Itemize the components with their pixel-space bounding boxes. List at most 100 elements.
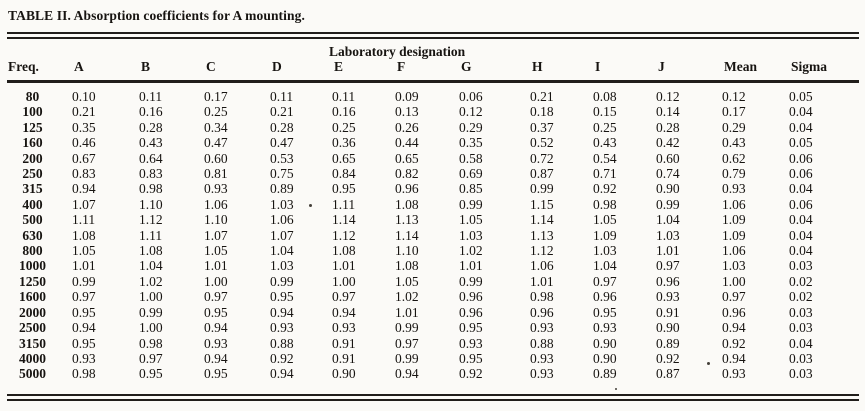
cell-4000-a: 0.93 — [72, 350, 96, 366]
cell-800-h: 1.12 — [530, 243, 554, 259]
cell-1600-i: 0.96 — [593, 289, 617, 305]
cell-400-c: 1.06 — [204, 196, 228, 212]
cell-5000-j: 0.87 — [656, 366, 680, 382]
group-header-spacer-right — [722, 39, 859, 59]
cell-630-sigma: 0.04 — [789, 227, 813, 243]
cell-80-d: 0.11 — [270, 89, 294, 104]
cell-400-g: 0.99 — [459, 196, 483, 212]
cell-160-f: 0.44 — [395, 135, 419, 151]
cell-200-freq: 200 — [22, 150, 43, 166]
cell-160-d: 0.47 — [270, 135, 294, 151]
cell-5000-e: 0.90 — [332, 366, 356, 382]
cell-1250-h: 1.01 — [530, 273, 554, 289]
cell-630-c: 1.07 — [204, 227, 228, 243]
cell-1250-c: 1.00 — [204, 273, 228, 289]
cell-500-f: 1.13 — [395, 212, 419, 228]
cell-4000-f: 0.99 — [395, 350, 419, 366]
cell-250-sigma: 0.06 — [789, 166, 813, 182]
cell-3150-freq: 3150 — [19, 335, 46, 351]
cell-4000-h: 0.93 — [530, 350, 554, 366]
cell-2500-g: 0.95 — [459, 320, 483, 336]
cell-3150-a: 0.95 — [72, 335, 96, 351]
cell-4000-j: 0.92 — [656, 350, 680, 366]
cell-3150-b: 0.98 — [139, 335, 163, 351]
cell-2500-freq: 2500 — [19, 320, 46, 336]
table-row-100: 100 0.21 0.16 0.25 0.21 0.16 0.13 0.12 0.18 0.15 0… — [7, 104, 859, 119]
cell-1600-c: 0.97 — [204, 289, 228, 305]
cell-3150-i: 0.90 — [593, 335, 617, 351]
cell-250-h: 0.87 — [530, 166, 554, 182]
cell-80-freq: 80 — [25, 89, 40, 104]
cell-1000-i: 1.04 — [593, 258, 617, 274]
cell-100-g: 0.12 — [459, 104, 483, 120]
cell-250-b: 0.83 — [139, 166, 163, 182]
cell-3150-c: 0.93 — [204, 335, 228, 351]
cell-80-c: 0.17 — [204, 89, 228, 104]
cell-4000-g: 0.95 — [459, 350, 483, 366]
cell-100-freq: 100 — [22, 104, 43, 120]
cell-1250-g: 0.99 — [459, 273, 483, 289]
cell-125-f: 0.26 — [395, 119, 419, 135]
cell-1600-f: 1.02 — [395, 289, 419, 305]
cell-160-e: 0.36 — [332, 135, 356, 151]
cell-400-freq: 400 — [22, 196, 43, 212]
cell-315-d: 0.89 — [270, 181, 294, 197]
cell-1600-d: 0.95 — [270, 289, 294, 305]
cell-630-g: 1.03 — [459, 227, 483, 243]
cell-500-d: 1.06 — [270, 212, 294, 228]
table-row-5000: 5000 0.98 0.95 0.95 0.94 0.90 0.94 0.92 0.93 0.89… — [7, 366, 859, 388]
cell-2000-freq: 2000 — [19, 304, 46, 320]
table-row-4000: 4000 0.93 0.97 0.94 0.92 0.91 0.99 0.95 0.93 0.90… — [7, 351, 859, 366]
cell-125-sigma: 0.04 — [789, 119, 813, 135]
cell-315-e: 0.95 — [332, 181, 356, 197]
cell-630-f: 1.14 — [395, 227, 419, 243]
cell-4000-freq: 4000 — [19, 350, 46, 366]
cell-200-b: 0.64 — [139, 150, 163, 166]
cell-1600-b: 1.00 — [139, 289, 163, 305]
cell-100-c: 0.25 — [204, 104, 228, 120]
cell-1250-e: 1.00 — [332, 273, 356, 289]
cell-160-i: 0.43 — [593, 135, 617, 151]
cell-2000-f: 1.01 — [395, 304, 419, 320]
cell-1600-e: 0.97 — [332, 289, 356, 305]
column-header-row: Freq. A B C D E F G H I J Mean Sigma — [7, 59, 859, 82]
cell-100-h: 0.18 — [530, 104, 554, 120]
cell-3150-e: 0.91 — [332, 335, 356, 351]
cell-200-d: 0.53 — [270, 150, 294, 166]
cell-125-freq: 125 — [22, 119, 43, 135]
cell-2000-b: 0.99 — [139, 304, 163, 320]
cell-2500-a: 0.94 — [72, 320, 96, 336]
table-caption: TABLE II. Absorption coefficients for A … — [8, 8, 305, 23]
cell-2000-h: 0.96 — [530, 304, 554, 320]
cell-250-j: 0.74 — [656, 166, 680, 182]
cell-1250-b: 1.02 — [139, 273, 163, 289]
cell-2000-c: 0.95 — [204, 304, 228, 320]
cell-315-sigma: 0.04 — [789, 181, 813, 197]
cell-5000-c: 0.95 — [204, 366, 228, 382]
cell-2500-sigma: 0.03 — [789, 320, 813, 336]
cell-125-b: 0.28 — [139, 119, 163, 135]
cell-400-mean: 1.06 — [722, 196, 746, 212]
table-header: Laboratory designation Freq. A B C D E F G H I J Me… — [7, 39, 860, 82]
cell-125-g: 0.29 — [459, 119, 483, 135]
cell-200-a: 0.67 — [72, 150, 96, 166]
cell-250-a: 0.83 — [72, 166, 96, 182]
table-row-500: 500 1.11 1.12 1.10 1.06 1.14 1.13 1.05 1.14 1.05 1… — [7, 212, 859, 227]
cell-800-a: 1.05 — [72, 243, 96, 259]
cell-315-g: 0.85 — [459, 181, 483, 197]
cell-125-c: 0.34 — [204, 119, 228, 135]
cell-1000-c: 1.01 — [204, 258, 228, 274]
cell-100-mean: 0.17 — [722, 104, 746, 120]
cell-100-i: 0.15 — [593, 104, 617, 120]
cell-2000-g: 0.96 — [459, 304, 483, 320]
cell-125-i: 0.25 — [593, 119, 617, 135]
table-row-2500: 2500 0.94 1.00 0.94 0.93 0.93 0.99 0.95 0.93 0.93… — [7, 320, 859, 335]
cell-160-c: 0.47 — [204, 135, 228, 151]
cell-1250-i: 0.97 — [593, 273, 617, 289]
table-row-1600: 1600 0.97 1.00 0.97 0.95 0.97 1.02 0.96 0.98 0.96… — [7, 289, 859, 304]
table-row-800: 800 1.05 1.08 1.05 1.04 1.08 1.10 1.02 1.12 1.03 1… — [7, 243, 859, 258]
cell-400-sigma: 0.06 — [789, 196, 813, 212]
column-header-a: A — [74, 59, 84, 74]
cell-1250-freq: 1250 — [19, 273, 46, 289]
cell-100-sigma: 0.04 — [789, 104, 813, 120]
